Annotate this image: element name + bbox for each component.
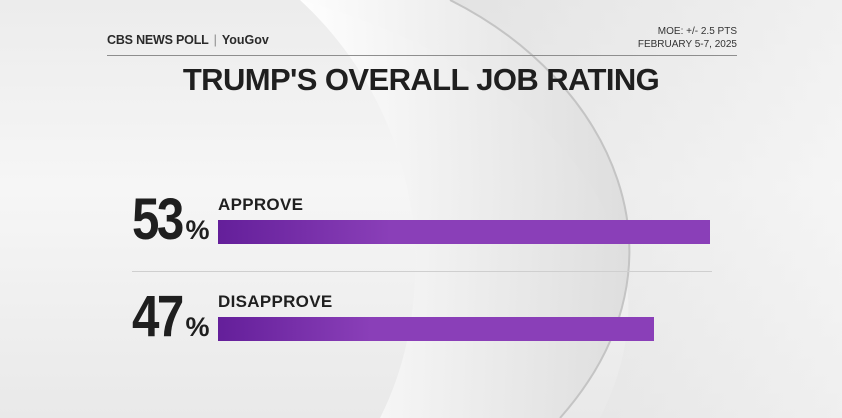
- category-label-approve: APPROVE: [218, 195, 304, 214]
- percent-sign: %: [185, 215, 210, 245]
- chart-title: TRUMP'S OVERALL JOB RATING: [182, 62, 660, 97]
- yougov-logo: YouGov: [221, 33, 269, 47]
- poll-dates: FEBRUARY 5-7, 2025: [637, 39, 737, 50]
- bar-approve: [218, 220, 710, 244]
- row-divider: [132, 271, 712, 272]
- header-rule: [107, 55, 737, 56]
- category-label-disapprove: DISAPPROVE: [218, 292, 333, 311]
- brand-separator: |: [213, 33, 217, 47]
- value-number-approve: 53: [132, 187, 184, 252]
- value-number-disapprove: 47: [132, 284, 184, 349]
- margin-of-error: MOE: +/- 2.5 PTS: [657, 26, 737, 37]
- cbs-news-poll-logo: CBS NEWS POLL: [107, 33, 209, 47]
- percent-sign: %: [185, 312, 210, 342]
- poll-meta: MOE: +/- 2.5 PTS FEBRUARY 5-7, 2025: [638, 25, 737, 51]
- value-label-disapprove: 47%: [132, 283, 215, 350]
- value-label-approve: 53%: [132, 186, 215, 253]
- brand-line: CBS NEWS POLL | YouGov: [107, 33, 269, 47]
- bar-disapprove: [218, 317, 654, 341]
